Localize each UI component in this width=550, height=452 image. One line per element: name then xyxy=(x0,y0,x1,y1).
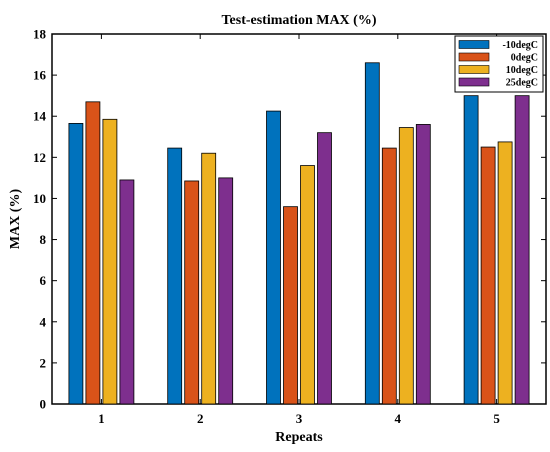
legend-label: 10degC xyxy=(506,65,538,76)
bar-25degC-2 xyxy=(218,177,234,405)
legend-label: 25degC xyxy=(506,78,538,89)
bar--10degC-1 xyxy=(68,123,84,405)
bar-25degC-1 xyxy=(119,179,135,405)
bar-10degC-5 xyxy=(497,141,513,405)
bar-0degC-3 xyxy=(283,206,298,405)
y-tick-label: 12 xyxy=(33,150,46,165)
bar-10degC-4 xyxy=(398,127,414,405)
bar-0degC-4 xyxy=(381,147,397,405)
y-tick-label: 14 xyxy=(33,109,47,124)
bar-25degC-5 xyxy=(514,95,530,405)
y-tick-label: 0 xyxy=(40,397,47,412)
x-axis-ticks: 1 2 3 4 5 xyxy=(98,34,500,426)
bar-25degC-3 xyxy=(317,132,332,405)
y-tick-label: 2 xyxy=(40,355,47,370)
x-tick-label: 5 xyxy=(493,411,500,426)
x-tick-label: 1 xyxy=(98,411,105,426)
plot-frame xyxy=(51,33,547,405)
bar-0degC-5 xyxy=(480,146,496,405)
legend-label: -10degC xyxy=(502,40,538,51)
legend-swatch xyxy=(458,65,490,74)
y-tick-label: 18 xyxy=(33,27,47,42)
bar-25degC-4 xyxy=(415,124,431,405)
y-axis-ticks: 0 2 4 6 8 10 12 14 16 18 xyxy=(33,27,546,412)
bar-10degC-1 xyxy=(102,118,118,405)
bar-0degC-1 xyxy=(85,101,101,405)
bar-10degC-2 xyxy=(201,152,217,405)
x-tick-label: 2 xyxy=(197,411,204,426)
y-tick-label: 16 xyxy=(33,68,47,83)
legend-label: 0degC xyxy=(511,53,538,64)
y-axis-label: MAX (%) xyxy=(8,189,23,250)
chart-title: Test-estimation MAX (%) xyxy=(221,13,376,28)
bar--10degC-2 xyxy=(167,147,183,405)
legend-swatch xyxy=(458,52,490,62)
bar--10degC-3 xyxy=(266,110,281,405)
y-tick-label: 10 xyxy=(33,191,46,206)
x-tick-label: 4 xyxy=(395,411,402,426)
x-axis-label: Repeats xyxy=(275,430,323,445)
legend-swatch xyxy=(458,77,490,87)
x-tick-label: 3 xyxy=(296,411,303,426)
legend-swatch xyxy=(458,40,490,49)
bar--10degC-4 xyxy=(364,62,380,405)
y-tick-label: 6 xyxy=(40,273,47,288)
bar-10degC-3 xyxy=(300,165,315,405)
y-tick-label: 8 xyxy=(40,232,47,247)
bar-0degC-2 xyxy=(184,180,200,405)
y-tick-label: 4 xyxy=(40,314,47,329)
bars-group xyxy=(68,62,530,405)
bar--10degC-5 xyxy=(463,95,479,405)
